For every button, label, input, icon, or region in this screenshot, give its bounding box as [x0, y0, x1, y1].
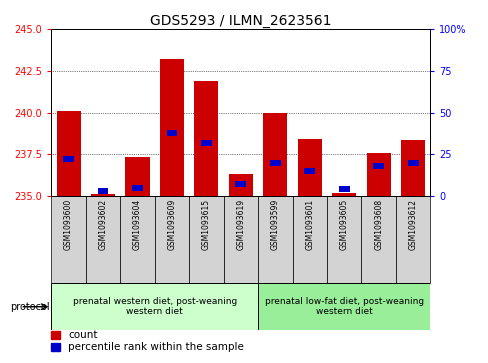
Bar: [361, 196, 395, 283]
Text: GSM1093608: GSM1093608: [373, 199, 383, 250]
Text: GSM1093602: GSM1093602: [98, 199, 107, 250]
Bar: [194, 81, 218, 196]
Bar: [263, 113, 287, 196]
Title: GDS5293 / ILMN_2623561: GDS5293 / ILMN_2623561: [150, 14, 331, 28]
Bar: [292, 196, 326, 283]
Text: prenatal low-fat diet, post-weaning
western diet: prenatal low-fat diet, post-weaning west…: [264, 297, 423, 317]
Bar: [258, 196, 292, 283]
Bar: [331, 193, 356, 196]
Text: GSM1093605: GSM1093605: [339, 199, 348, 250]
Bar: [120, 196, 154, 283]
Bar: [57, 111, 81, 196]
Text: GSM1093609: GSM1093609: [167, 199, 176, 250]
Bar: [372, 163, 383, 169]
Text: GSM1093604: GSM1093604: [133, 199, 142, 250]
Text: GSM1093600: GSM1093600: [64, 199, 73, 250]
Text: GSM1093615: GSM1093615: [202, 199, 210, 250]
Bar: [304, 168, 315, 174]
Bar: [407, 160, 418, 166]
Bar: [125, 157, 149, 196]
Bar: [201, 140, 211, 146]
Bar: [166, 130, 177, 135]
Legend: count, percentile rank within the sample: count, percentile rank within the sample: [51, 330, 244, 352]
Bar: [297, 139, 321, 196]
Bar: [258, 283, 429, 330]
Text: GSM1093612: GSM1093612: [408, 199, 417, 250]
Text: GSM1093619: GSM1093619: [236, 199, 245, 250]
Bar: [85, 196, 120, 283]
Bar: [51, 196, 85, 283]
Text: protocol: protocol: [10, 302, 49, 312]
Bar: [91, 193, 115, 196]
Bar: [51, 283, 258, 330]
Bar: [269, 160, 280, 166]
Bar: [326, 196, 361, 283]
Bar: [228, 174, 252, 196]
Bar: [338, 186, 349, 192]
Bar: [400, 140, 424, 196]
Text: GSM1093601: GSM1093601: [305, 199, 314, 250]
Bar: [235, 182, 246, 187]
Bar: [223, 196, 258, 283]
Bar: [395, 196, 429, 283]
Bar: [98, 188, 108, 194]
Bar: [132, 185, 142, 191]
Bar: [63, 156, 74, 162]
Text: GSM1093599: GSM1093599: [270, 199, 279, 250]
Text: prenatal western diet, post-weaning
western diet: prenatal western diet, post-weaning west…: [72, 297, 236, 317]
Bar: [366, 152, 390, 196]
Bar: [160, 59, 183, 196]
Bar: [154, 196, 189, 283]
Bar: [189, 196, 223, 283]
